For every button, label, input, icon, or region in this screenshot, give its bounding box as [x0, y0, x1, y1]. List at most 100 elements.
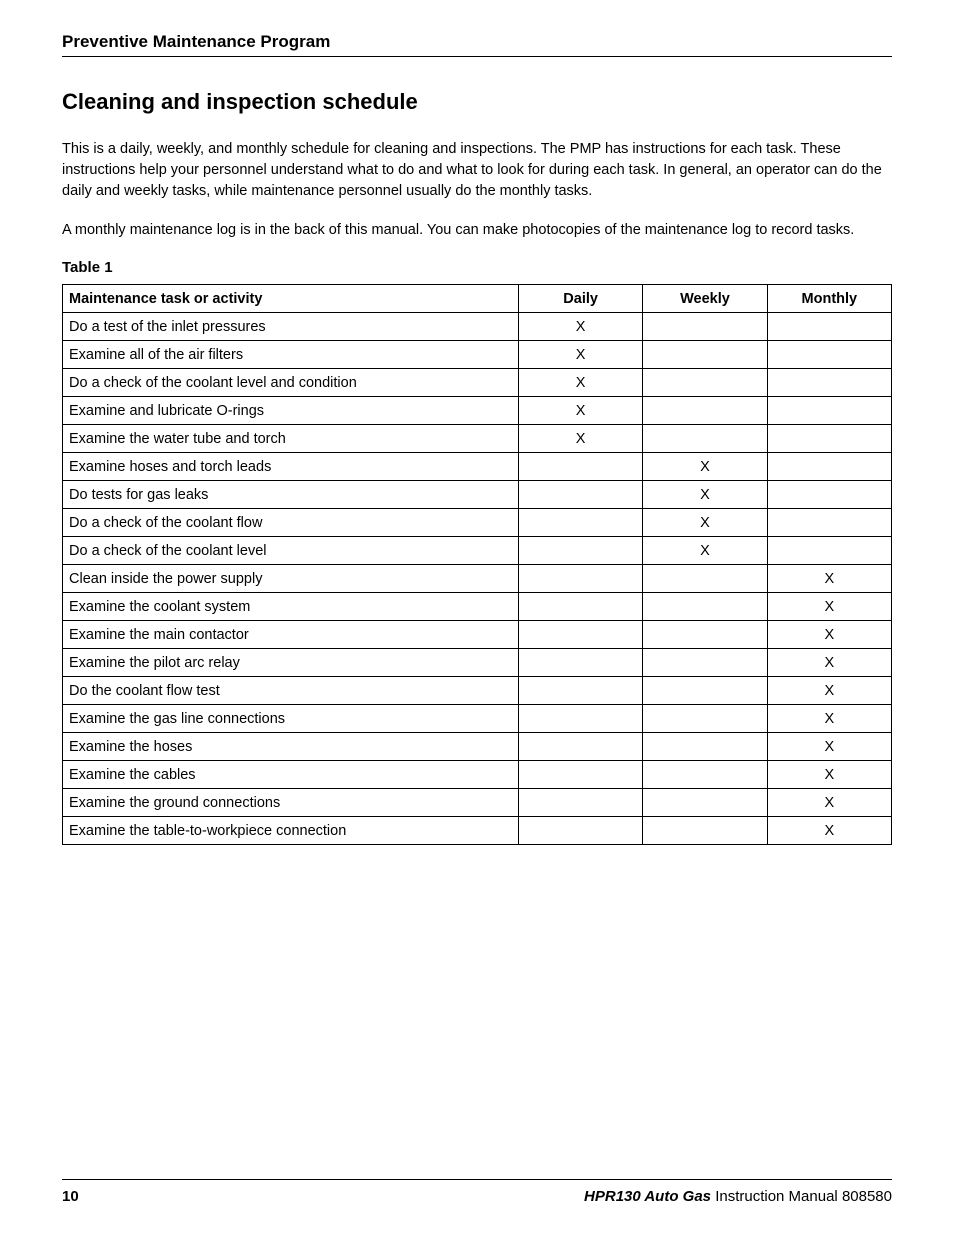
task-cell: Examine the hoses — [63, 733, 519, 761]
monthly-cell: X — [767, 789, 891, 817]
weekly-cell — [643, 649, 767, 677]
product-name: HPR130 Auto Gas — [584, 1188, 711, 1205]
daily-cell — [518, 761, 642, 789]
manual-label: Instruction Manual — [715, 1188, 838, 1205]
daily-cell — [518, 593, 642, 621]
task-cell: Examine all of the air filters — [63, 341, 519, 369]
daily-cell — [518, 621, 642, 649]
section-header: Preventive Maintenance Program — [62, 32, 892, 52]
task-cell: Examine the ground connections — [63, 789, 519, 817]
table-row: Examine the ground connections X — [63, 789, 892, 817]
task-cell: Examine the gas line connections — [63, 705, 519, 733]
task-cell: Do a check of the coolant flow — [63, 509, 519, 537]
monthly-cell: X — [767, 817, 891, 845]
table-row: Do the coolant flow test X — [63, 677, 892, 705]
daily-cell: X — [518, 425, 642, 453]
monthly-cell: X — [767, 677, 891, 705]
task-cell: Do a check of the coolant level and cond… — [63, 369, 519, 397]
table-row: Examine the pilot arc relay X — [63, 649, 892, 677]
table-row: Examine all of the air filtersX — [63, 341, 892, 369]
weekly-cell: X — [643, 537, 767, 565]
monthly-cell: X — [767, 705, 891, 733]
daily-cell — [518, 705, 642, 733]
page-container: Preventive Maintenance Program Cleaning … — [0, 0, 954, 1235]
monthly-cell: X — [767, 621, 891, 649]
table-row: Examine and lubricate O-ringsX — [63, 397, 892, 425]
monthly-cell: X — [767, 761, 891, 789]
daily-cell: X — [518, 341, 642, 369]
weekly-cell — [643, 817, 767, 845]
table-row: Do a check of the coolant flowX — [63, 509, 892, 537]
table-row: Do a check of the coolant level X — [63, 537, 892, 565]
weekly-cell — [643, 565, 767, 593]
table-row: Do a test of the inlet pressuresX — [63, 313, 892, 341]
task-cell: Do a test of the inlet pressures — [63, 313, 519, 341]
daily-cell — [518, 677, 642, 705]
monthly-cell — [767, 537, 891, 565]
page-number: 10 — [62, 1188, 79, 1205]
doc-number: 808580 — [842, 1188, 892, 1205]
task-cell: Examine the table-to-workpiece connectio… — [63, 817, 519, 845]
daily-cell: X — [518, 313, 642, 341]
weekly-cell — [643, 761, 767, 789]
monthly-cell: X — [767, 565, 891, 593]
task-cell: Examine and lubricate O-rings — [63, 397, 519, 425]
weekly-cell — [643, 733, 767, 761]
task-cell: Do the coolant flow test — [63, 677, 519, 705]
daily-cell — [518, 453, 642, 481]
page-title: Cleaning and inspection schedule — [62, 89, 892, 115]
daily-cell: X — [518, 397, 642, 425]
daily-cell — [518, 537, 642, 565]
monthly-cell — [767, 509, 891, 537]
weekly-cell — [643, 621, 767, 649]
task-cell: Do a check of the coolant level — [63, 537, 519, 565]
task-cell: Clean inside the power supply — [63, 565, 519, 593]
task-cell: Examine the water tube and torch — [63, 425, 519, 453]
header-rule — [62, 56, 892, 57]
task-cell: Examine the coolant system — [63, 593, 519, 621]
weekly-cell — [643, 677, 767, 705]
table-row: Do tests for gas leaksX — [63, 481, 892, 509]
monthly-cell — [767, 313, 891, 341]
weekly-cell — [643, 313, 767, 341]
table-row: Examine the coolant systemX — [63, 593, 892, 621]
task-cell: Examine the cables — [63, 761, 519, 789]
monthly-cell — [767, 397, 891, 425]
monthly-cell — [767, 369, 891, 397]
col-header-weekly: Weekly — [643, 285, 767, 313]
monthly-cell — [767, 425, 891, 453]
daily-cell — [518, 481, 642, 509]
task-cell: Examine hoses and torch leads — [63, 453, 519, 481]
intro-paragraph-1: This is a daily, weekly, and monthly sch… — [62, 139, 892, 202]
monthly-cell — [767, 453, 891, 481]
task-cell: Do tests for gas leaks — [63, 481, 519, 509]
table-header-row: Maintenance task or activity Daily Weekl… — [63, 285, 892, 313]
weekly-cell — [643, 593, 767, 621]
table-row: Examine the gas line connections X — [63, 705, 892, 733]
monthly-cell: X — [767, 649, 891, 677]
daily-cell — [518, 649, 642, 677]
table-row: Examine the hoses X — [63, 733, 892, 761]
daily-cell — [518, 509, 642, 537]
weekly-cell — [643, 397, 767, 425]
col-header-task: Maintenance task or activity — [63, 285, 519, 313]
weekly-cell — [643, 425, 767, 453]
footer-doc-info: HPR130 Auto Gas Instruction Manual 80858… — [584, 1188, 892, 1205]
daily-cell — [518, 789, 642, 817]
table-row: Do a check of the coolant level and cond… — [63, 369, 892, 397]
daily-cell: X — [518, 369, 642, 397]
table-row: Examine the table-to-workpiece connectio… — [63, 817, 892, 845]
task-cell: Examine the main contactor — [63, 621, 519, 649]
page-footer: 10 HPR130 Auto Gas Instruction Manual 80… — [62, 1179, 892, 1205]
maintenance-schedule-table: Maintenance task or activity Daily Weekl… — [62, 284, 892, 845]
monthly-cell: X — [767, 733, 891, 761]
intro-paragraph-2: A monthly maintenance log is in the back… — [62, 220, 892, 241]
weekly-cell — [643, 705, 767, 733]
daily-cell — [518, 565, 642, 593]
table-row: Examine the main contactor X — [63, 621, 892, 649]
task-cell: Examine the pilot arc relay — [63, 649, 519, 677]
monthly-cell — [767, 481, 891, 509]
weekly-cell — [643, 341, 767, 369]
daily-cell — [518, 733, 642, 761]
table-row: Examine the water tube and torchX — [63, 425, 892, 453]
